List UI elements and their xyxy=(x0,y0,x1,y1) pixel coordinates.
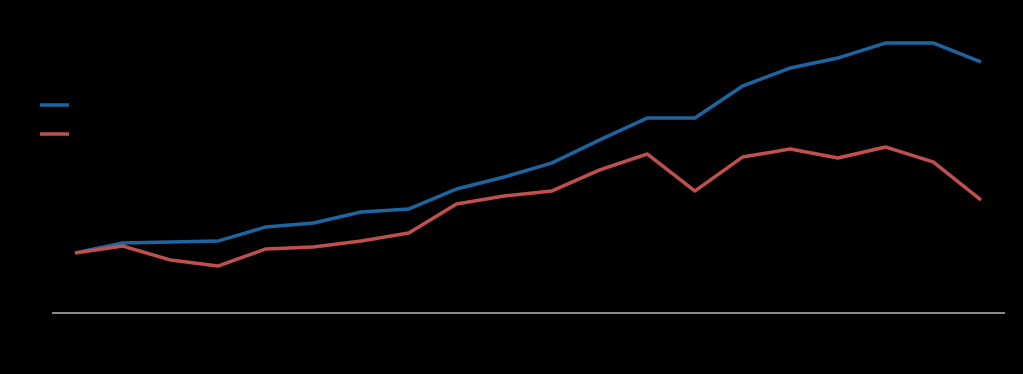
series-line xyxy=(74,41,982,255)
series-line xyxy=(74,145,983,268)
